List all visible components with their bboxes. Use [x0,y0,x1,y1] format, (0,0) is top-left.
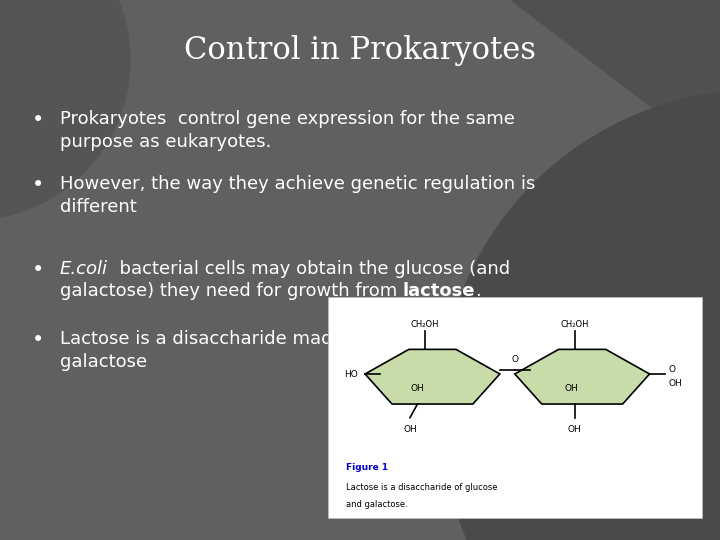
Text: galactose) they need for growth from: galactose) they need for growth from [60,282,403,300]
Text: Lactose is a disaccharide made up of glucose and
galactose: Lactose is a disaccharide made up of glu… [60,330,510,371]
Text: OH: OH [410,383,424,393]
Circle shape [440,90,720,540]
Text: E.coli: E.coli [60,260,108,278]
Text: O: O [668,366,675,374]
Text: CH₂OH: CH₂OH [560,320,589,329]
Text: •: • [32,110,44,130]
Text: O: O [511,355,518,364]
Text: However, the way they achieve genetic regulation is
different: However, the way they achieve genetic re… [60,175,536,216]
Text: •: • [32,260,44,280]
Text: •: • [32,330,44,350]
Text: Control in Prokaryotes: Control in Prokaryotes [184,35,536,66]
Text: Lactose is a disaccharide of glucose: Lactose is a disaccharide of glucose [346,483,498,491]
Text: Prokaryotes  control gene expression for the same
purpose as eukaryotes.: Prokaryotes control gene expression for … [60,110,515,151]
Text: Figure 1: Figure 1 [346,463,389,472]
Text: OH: OH [568,424,582,434]
Text: CH₂OH: CH₂OH [410,320,439,329]
Text: OH: OH [564,383,578,393]
Text: and galactose.: and galactose. [346,501,408,509]
Text: .: . [475,282,481,300]
Polygon shape [365,349,500,404]
Polygon shape [515,349,649,404]
Circle shape [0,0,130,220]
Text: OH: OH [403,424,417,434]
Text: OH: OH [668,379,682,388]
Text: bacterial cells may obtain the glucose (and: bacterial cells may obtain the glucose (… [108,260,510,278]
Polygon shape [510,0,720,160]
Text: HO: HO [344,370,358,379]
Bar [328,297,702,518]
Text: •: • [32,175,44,195]
Text: lactose: lactose [403,282,475,300]
